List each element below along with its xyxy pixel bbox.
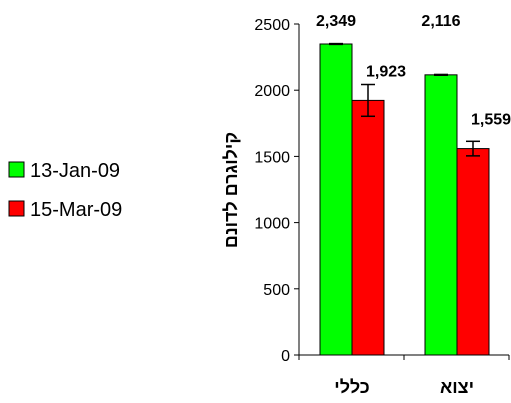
y-tick-label: 1000 — [254, 216, 290, 233]
data-label: 2,116 — [421, 13, 460, 30]
category-labels: כללי יצוא — [334, 377, 474, 397]
y-tick-label: 2000 — [254, 83, 290, 100]
y-axis-label: קילוגרם לדונם — [221, 132, 241, 248]
data-label: 1,923 — [366, 63, 406, 80]
data-label: 2,349 — [316, 13, 356, 30]
category-label: יצוא — [440, 377, 474, 397]
legend-swatch-1 — [8, 161, 25, 178]
y-tick-label: 0 — [281, 348, 290, 365]
bars-group: 2,349 1,923 2,116 1,559 — [316, 13, 511, 356]
y-axis: 0 500 1000 1500 2000 2500 — [254, 17, 300, 365]
legend-label-2: 15-Mar-09 — [30, 199, 122, 221]
y-tick-label: 500 — [263, 282, 290, 299]
legend: 13-Jan-09 15-Mar-09 — [8, 160, 122, 221]
y-tick-label: 2500 — [254, 17, 290, 34]
category-label: כללי — [334, 377, 369, 397]
legend-label-1: 13-Jan-09 — [30, 160, 120, 182]
x-axis-ticks — [298, 355, 510, 360]
legend-swatch-2 — [8, 200, 25, 217]
bar — [424, 74, 458, 356]
bar — [456, 148, 490, 356]
data-label: 1,559 — [471, 112, 511, 129]
bar — [319, 43, 353, 356]
bar — [351, 99, 385, 356]
y-tick-label: 1500 — [254, 149, 290, 166]
